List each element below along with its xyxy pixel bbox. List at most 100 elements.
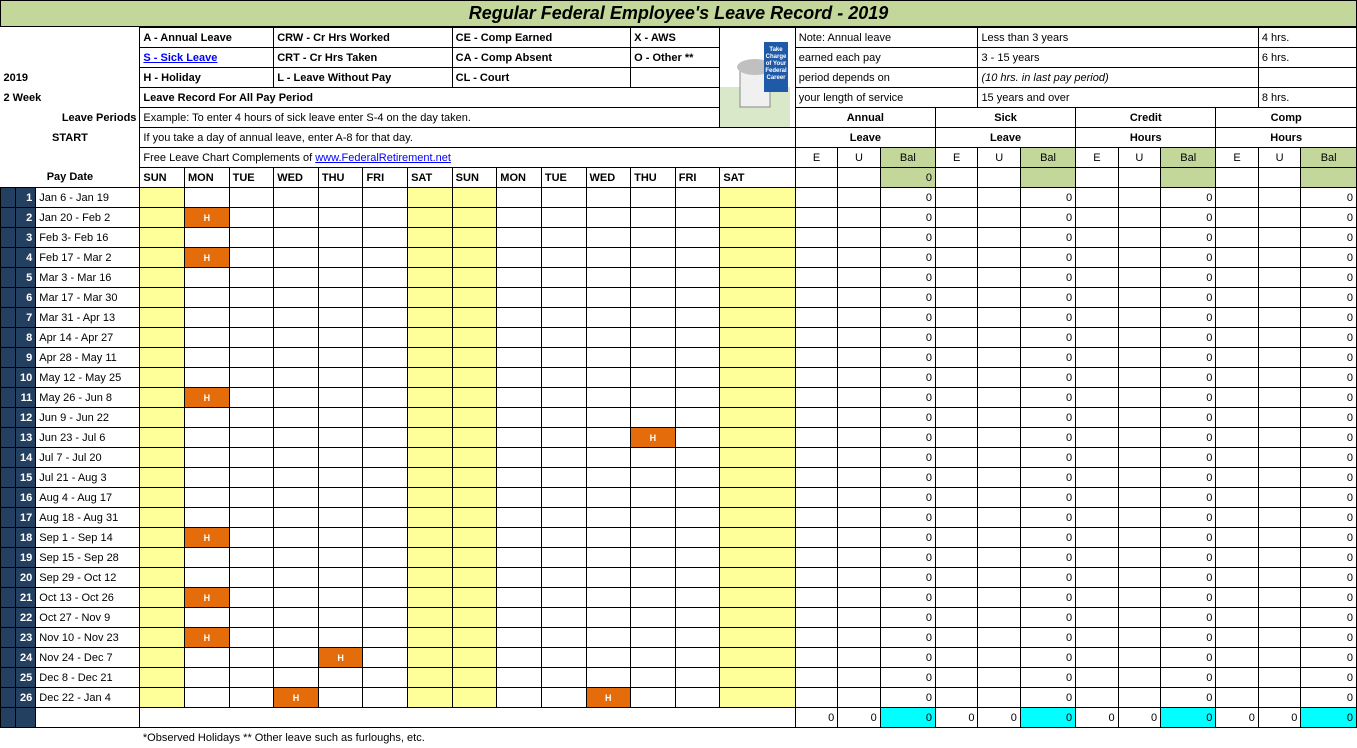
day-cell[interactable] [229,528,274,548]
pay-date-cell[interactable]: Nov 24 - Dec 7 [36,648,140,668]
day-cell[interactable] [408,208,453,228]
e-cell[interactable] [1216,568,1258,588]
u-cell[interactable] [1258,668,1300,688]
day-cell[interactable] [318,688,363,708]
day-cell[interactable] [631,488,676,508]
e-cell[interactable] [795,508,837,528]
e-cell[interactable] [1076,588,1118,608]
day-cell[interactable] [140,448,185,468]
e-cell[interactable] [795,568,837,588]
day-cell[interactable] [318,308,363,328]
day-cell[interactable] [274,428,319,448]
day-cell[interactable] [274,208,319,228]
day-cell[interactable] [274,368,319,388]
pay-date-cell[interactable]: Jul 21 - Aug 3 [36,468,140,488]
u-cell[interactable] [838,608,880,628]
e-cell[interactable] [1076,408,1118,428]
day-cell[interactable] [229,548,274,568]
day-cell[interactable] [720,348,795,368]
day-cell[interactable] [541,688,586,708]
day-cell[interactable] [586,668,631,688]
e-cell[interactable] [1076,228,1118,248]
day-cell[interactable] [408,668,453,688]
u-cell[interactable] [1258,508,1300,528]
e-cell[interactable] [1216,588,1258,608]
day-cell[interactable] [229,328,274,348]
u-cell[interactable] [978,568,1020,588]
u-cell[interactable] [978,508,1020,528]
day-cell[interactable] [274,188,319,208]
day-cell[interactable] [720,388,795,408]
day-cell[interactable]: H [185,588,230,608]
day-cell[interactable] [408,608,453,628]
e-cell[interactable] [935,328,977,348]
e-cell[interactable] [1216,268,1258,288]
day-cell[interactable] [497,688,542,708]
day-cell[interactable]: H [185,528,230,548]
day-cell[interactable] [631,388,676,408]
u-cell[interactable] [1258,348,1300,368]
day-cell[interactable] [541,328,586,348]
day-cell[interactable] [452,388,497,408]
e-cell[interactable] [1076,268,1118,288]
day-cell[interactable] [363,348,408,368]
e-cell[interactable] [795,348,837,368]
day-cell[interactable] [541,648,586,668]
day-cell[interactable] [720,188,795,208]
day-cell[interactable] [140,248,185,268]
day-cell[interactable] [185,548,230,568]
day-cell[interactable] [363,548,408,568]
day-cell[interactable] [497,548,542,568]
day-cell[interactable] [675,368,720,388]
e-cell[interactable] [795,268,837,288]
day-cell[interactable] [318,548,363,568]
day-cell[interactable] [452,648,497,668]
day-cell[interactable] [318,288,363,308]
day-cell[interactable] [631,588,676,608]
e-cell[interactable] [935,488,977,508]
day-cell[interactable] [408,328,453,348]
e-cell[interactable] [1216,488,1258,508]
day-cell[interactable] [720,368,795,388]
day-cell[interactable] [363,248,408,268]
day-cell[interactable] [185,428,230,448]
day-cell[interactable] [452,488,497,508]
day-cell[interactable] [541,468,586,488]
day-cell[interactable] [229,388,274,408]
e-cell[interactable] [1216,248,1258,268]
day-cell[interactable] [185,368,230,388]
day-cell[interactable] [274,588,319,608]
day-cell[interactable] [586,348,631,368]
day-cell[interactable] [586,448,631,468]
day-cell[interactable] [185,468,230,488]
e-cell[interactable] [935,448,977,468]
day-cell[interactable] [675,268,720,288]
u-cell[interactable] [978,648,1020,668]
day-cell[interactable] [720,588,795,608]
day-cell[interactable] [541,188,586,208]
e-cell[interactable] [935,288,977,308]
day-cell[interactable]: H [586,688,631,708]
e-cell[interactable] [795,228,837,248]
day-cell[interactable] [675,388,720,408]
u-cell[interactable] [1258,268,1300,288]
day-cell[interactable] [452,348,497,368]
day-cell[interactable] [631,268,676,288]
e-cell[interactable] [795,248,837,268]
day-cell[interactable] [586,648,631,668]
day-cell[interactable] [675,328,720,348]
u-cell[interactable] [978,448,1020,468]
day-cell[interactable] [274,528,319,548]
day-cell[interactable] [452,468,497,488]
day-cell[interactable] [229,468,274,488]
day-cell[interactable] [631,408,676,428]
day-cell[interactable] [452,668,497,688]
day-cell[interactable] [675,488,720,508]
day-cell[interactable]: H [318,648,363,668]
day-cell[interactable] [140,208,185,228]
day-cell[interactable] [586,468,631,488]
e-cell[interactable] [1216,508,1258,528]
u-cell[interactable] [838,588,880,608]
day-cell[interactable] [140,548,185,568]
u-cell[interactable] [978,688,1020,708]
